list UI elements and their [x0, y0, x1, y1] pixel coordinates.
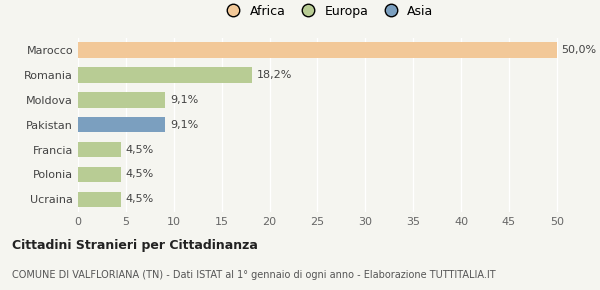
Bar: [78, 192, 121, 207]
Text: 9,1%: 9,1%: [170, 95, 198, 105]
Text: 4,5%: 4,5%: [126, 144, 154, 155]
Text: 9,1%: 9,1%: [170, 120, 198, 130]
Text: COMUNE DI VALFLORIANA (TN) - Dati ISTAT al 1° gennaio di ogni anno - Elaborazion: COMUNE DI VALFLORIANA (TN) - Dati ISTAT …: [12, 270, 496, 280]
Bar: [78, 92, 165, 108]
Bar: [78, 42, 557, 58]
Bar: [78, 67, 252, 83]
Text: 4,5%: 4,5%: [126, 194, 154, 204]
Text: 4,5%: 4,5%: [126, 169, 154, 180]
Text: Cittadini Stranieri per Cittadinanza: Cittadini Stranieri per Cittadinanza: [12, 239, 258, 252]
Legend: Africa, Europa, Asia: Africa, Europa, Asia: [216, 0, 438, 23]
Text: 50,0%: 50,0%: [562, 45, 597, 55]
Bar: [78, 167, 121, 182]
Text: 18,2%: 18,2%: [257, 70, 292, 80]
Bar: [78, 117, 165, 133]
Bar: [78, 142, 121, 157]
